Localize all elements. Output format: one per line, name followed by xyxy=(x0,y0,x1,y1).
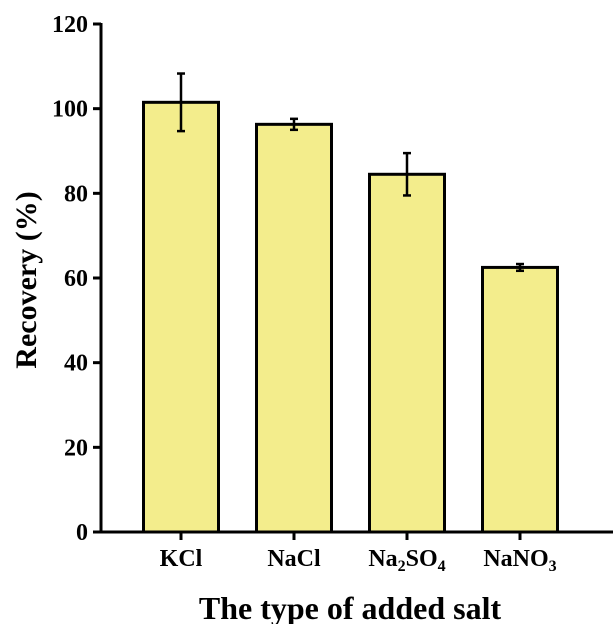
x-axis: KCl NaCl Na2SO4 NaNO3 xyxy=(99,530,613,575)
y-tick-label: 80 xyxy=(64,181,88,207)
y-tick-label: 60 xyxy=(64,266,88,292)
x-tick-label: KCl xyxy=(160,546,203,572)
y-ticks: 0 20 40 60 80 100 120 xyxy=(52,12,101,546)
error-bars xyxy=(177,72,524,273)
bar-nano3 xyxy=(481,265,559,534)
x-tick-label: NaNO3 xyxy=(483,546,556,575)
x-ticks: KCl NaCl Na2SO4 NaNO3 xyxy=(160,532,557,575)
x-tick-label: NaCl xyxy=(267,546,321,572)
y-tick-label: 120 xyxy=(52,12,88,38)
x-tick-label: Na2SO4 xyxy=(368,546,445,575)
x-axis-title: The type of added salt xyxy=(199,590,502,624)
y-tick-label: 20 xyxy=(64,435,88,461)
bars xyxy=(142,100,559,534)
y-tick-label: 40 xyxy=(64,351,88,377)
bar-na2so4 xyxy=(368,172,446,534)
y-axis: 0 20 40 60 80 100 120 xyxy=(52,12,103,546)
bar-nacl xyxy=(255,122,333,534)
y-tick-label: 0 xyxy=(76,520,88,546)
y-axis-title: Recovery (%) xyxy=(10,191,43,368)
bar-kcl xyxy=(142,100,220,534)
y-tick-label: 100 xyxy=(52,97,88,123)
